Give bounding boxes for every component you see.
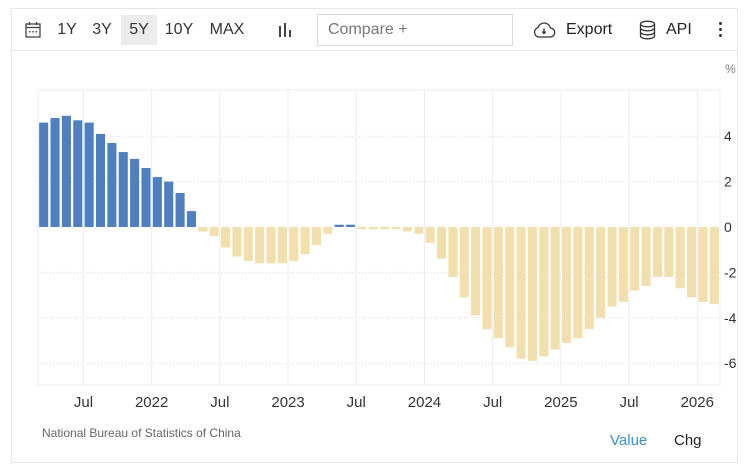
bar [50, 118, 60, 227]
bar [357, 227, 367, 230]
bar [448, 227, 458, 277]
bar [323, 227, 333, 234]
bar [289, 227, 299, 262]
y-tick-label: 4 [724, 128, 732, 144]
bar [95, 133, 106, 227]
bar [630, 227, 640, 291]
bar [311, 227, 322, 246]
bar [186, 211, 196, 227]
bar [164, 181, 174, 227]
x-tick-label: Jul [210, 394, 229, 409]
bar [346, 224, 356, 227]
bar [459, 227, 469, 298]
database-icon[interactable] [639, 20, 656, 40]
x-tick-label: 2026 [681, 394, 714, 409]
bar [380, 227, 390, 230]
range-1y-button[interactable]: 1Y [57, 21, 77, 38]
bar [61, 115, 71, 227]
bar [550, 227, 560, 350]
compare-input[interactable]: Compare + [317, 14, 513, 46]
toolbar: 1Y 3Y 5Y 10Y MAX Compare + Export API [12, 9, 737, 51]
bar [221, 227, 231, 248]
bar [255, 227, 265, 264]
bar [436, 227, 447, 259]
cloud-download-icon[interactable] [532, 22, 556, 39]
x-tick-label: 2023 [271, 394, 304, 409]
bar [687, 227, 697, 298]
bar [482, 227, 492, 330]
bar [141, 167, 151, 227]
bar [471, 227, 481, 316]
bar [107, 143, 117, 227]
bar [527, 227, 537, 361]
bar [84, 122, 94, 227]
y-tick-label: 0 [724, 219, 732, 235]
source-label: National Bureau of Statistics of China [42, 426, 241, 440]
value-toggle[interactable]: Value [610, 432, 648, 449]
bar [152, 177, 162, 227]
bar [300, 227, 310, 255]
bar [618, 227, 628, 302]
bar [573, 227, 583, 339]
x-tick-label: Jul [74, 394, 93, 409]
bar [584, 227, 594, 330]
bar [664, 227, 674, 277]
bar [368, 227, 378, 230]
plot-area-border [37, 89, 721, 386]
api-button[interactable]: API [666, 21, 692, 38]
bar-chart: 4 2 0 -2 -4 -6% Jul 2022 Jul 2023 Jul 2024 Jul 2025 Ju… [37, 62, 737, 409]
bar [266, 227, 276, 264]
bar [414, 227, 424, 234]
range-10y-button[interactable]: 10Y [164, 21, 194, 38]
bar-chart-icon[interactable] [277, 22, 293, 38]
bar [209, 227, 219, 237]
chart-widget: 1Y 3Y 5Y 10Y MAX Compare + Export API 4 2… [11, 8, 738, 463]
y-tick-label: -4 [724, 310, 737, 326]
calendar-icon[interactable] [25, 21, 41, 38]
x-tick-label: Jul [347, 394, 366, 409]
bar [652, 227, 663, 277]
x-tick-label: Jul [619, 394, 638, 409]
bar [243, 227, 253, 262]
bar [425, 227, 435, 243]
bar [596, 227, 606, 318]
x-tick-label: 2022 [135, 394, 168, 409]
range-3y-button[interactable]: 3Y [92, 21, 112, 38]
bar [334, 224, 344, 227]
bar [73, 120, 83, 227]
export-button[interactable]: Export [566, 21, 613, 38]
bar [175, 192, 185, 227]
range-max-button[interactable]: MAX [209, 21, 245, 38]
bar [198, 227, 208, 232]
bar [641, 227, 651, 287]
x-tick-label: Jul [483, 394, 502, 409]
y-unit-label: % [725, 62, 736, 76]
y-tick-label: -2 [724, 264, 737, 280]
y-tick-label: 2 [724, 174, 732, 190]
bar [698, 227, 708, 302]
range-5y-button[interactable]: 5Y [121, 15, 157, 45]
bar [39, 122, 49, 227]
bar [516, 227, 526, 359]
bar [562, 227, 572, 343]
bar [539, 227, 549, 357]
bar [118, 152, 128, 227]
bar [277, 227, 287, 264]
bar [402, 227, 412, 232]
y-tick-label: -6 [724, 355, 737, 371]
chg-toggle[interactable]: Chg [674, 432, 702, 449]
bar [130, 158, 140, 227]
bar [232, 227, 242, 257]
more-vertical-icon[interactable] [719, 22, 723, 38]
bar [391, 227, 401, 230]
bar [607, 227, 617, 307]
bar [505, 227, 515, 348]
x-tick-label: 2024 [408, 394, 441, 409]
bar [709, 227, 719, 305]
bar [675, 227, 685, 289]
bar [493, 227, 503, 339]
x-tick-label: 2025 [544, 394, 577, 409]
